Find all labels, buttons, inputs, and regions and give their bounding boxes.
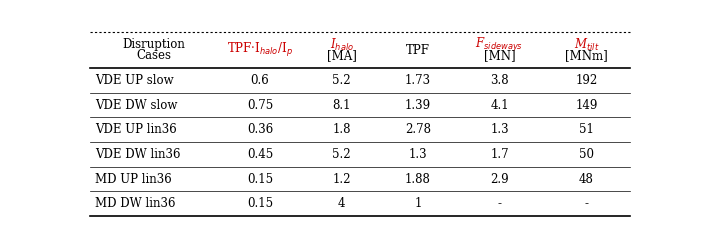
Text: [MNm]: [MNm] [565, 49, 608, 62]
Text: VDE DW lin36: VDE DW lin36 [95, 148, 180, 161]
Text: 5.2: 5.2 [332, 148, 351, 161]
Text: F$_{sideways}$: F$_{sideways}$ [475, 36, 524, 54]
Text: 0.6: 0.6 [251, 74, 269, 87]
Text: VDE DW slow: VDE DW slow [95, 99, 177, 112]
Text: 1.88: 1.88 [405, 173, 431, 186]
Text: [MA]: [MA] [327, 49, 357, 62]
Text: [MN]: [MN] [484, 49, 515, 62]
Text: 1.8: 1.8 [332, 123, 350, 136]
Text: 0.15: 0.15 [247, 197, 273, 210]
Text: 1: 1 [414, 197, 421, 210]
Text: 4: 4 [338, 197, 346, 210]
Text: 8.1: 8.1 [332, 99, 350, 112]
Text: 149: 149 [576, 99, 597, 112]
Text: 0.15: 0.15 [247, 173, 273, 186]
Text: TPF: TPF [406, 44, 430, 57]
Text: 4.1: 4.1 [490, 99, 509, 112]
Text: 3.8: 3.8 [490, 74, 509, 87]
Text: 1.2: 1.2 [332, 173, 350, 186]
Text: 2.9: 2.9 [490, 173, 509, 186]
Text: 2.78: 2.78 [405, 123, 431, 136]
Text: Cases: Cases [136, 49, 171, 62]
Text: MD UP lin36: MD UP lin36 [95, 173, 172, 186]
Text: TPF·I$_{halo}$/I$_p$: TPF·I$_{halo}$/I$_p$ [227, 41, 293, 59]
Text: VDE UP slow: VDE UP slow [95, 74, 173, 87]
Text: 1.3: 1.3 [490, 123, 509, 136]
Text: 0.36: 0.36 [247, 123, 273, 136]
Text: -: - [498, 197, 501, 210]
Text: 1.73: 1.73 [405, 74, 431, 87]
Text: I$_{halo}$: I$_{halo}$ [329, 37, 354, 53]
Text: 5.2: 5.2 [332, 74, 351, 87]
Text: 1.3: 1.3 [409, 148, 427, 161]
Text: 1.39: 1.39 [405, 99, 431, 112]
Text: 48: 48 [579, 173, 594, 186]
Text: 1.7: 1.7 [490, 148, 509, 161]
Text: 192: 192 [576, 74, 597, 87]
Text: VDE UP lin36: VDE UP lin36 [95, 123, 177, 136]
Text: Disruption: Disruption [122, 38, 185, 51]
Text: 0.45: 0.45 [247, 148, 273, 161]
Text: 0.75: 0.75 [247, 99, 273, 112]
Text: 51: 51 [579, 123, 594, 136]
Text: -: - [585, 197, 588, 210]
Text: M$_{tilt}$: M$_{tilt}$ [573, 37, 599, 53]
Text: MD DW lin36: MD DW lin36 [95, 197, 175, 210]
Text: 50: 50 [579, 148, 594, 161]
